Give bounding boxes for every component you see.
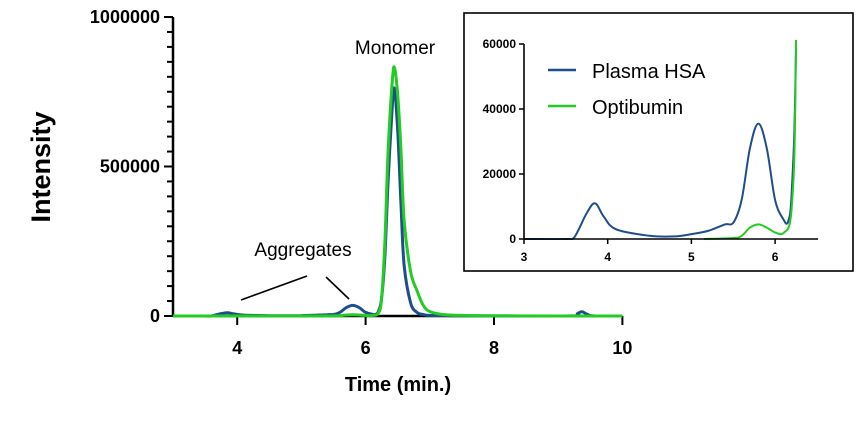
legend-label-plasma-hsa: Plasma HSA <box>592 61 706 83</box>
inset-series-line-plasma-hsa <box>524 40 798 240</box>
main-chart: 0 500000 1000000 4 6 8 10 <box>90 7 632 358</box>
annotation-monomer: Monomer <box>355 38 436 59</box>
aggregates-pointer-1 <box>240 275 308 301</box>
y-axis-title: Intensity <box>26 111 56 222</box>
x-tick-label: 6 <box>361 338 371 358</box>
y-tick-label: 0 <box>150 306 160 326</box>
inset-y-tick-label: 40000 <box>483 102 517 116</box>
x-tick-label: 10 <box>612 338 632 358</box>
x-tick-label: 8 <box>489 338 499 358</box>
legend: Plasma HSA Optibumin <box>548 61 706 119</box>
inset-x-tick-label: 3 <box>521 250 528 264</box>
inset-y-tick-label: 60000 <box>483 37 517 51</box>
annotation-aggregates: Aggregates <box>254 240 351 261</box>
inset-x-tick-label: 6 <box>772 250 779 264</box>
inset-y-tick-label: 20000 <box>483 167 517 181</box>
inset-x-tick-label: 5 <box>688 250 695 264</box>
inset-x-tick-label: 4 <box>604 250 611 264</box>
inset-chart: 0 20000 40000 60000 3 4 5 6 <box>483 37 818 264</box>
series-line-optibumin <box>172 65 623 318</box>
aggregates-pointer-2 <box>325 276 350 300</box>
inset-series-line-optibumin <box>703 40 798 240</box>
x-axis-title: Time (min.) <box>345 374 451 396</box>
inset-y-tick-label: 0 <box>509 232 516 246</box>
legend-label-optibumin: Optibumin <box>592 97 683 119</box>
y-tick-label: 1000000 <box>90 7 160 27</box>
x-tick-label: 4 <box>232 338 242 358</box>
y-tick-label: 500000 <box>100 157 160 177</box>
